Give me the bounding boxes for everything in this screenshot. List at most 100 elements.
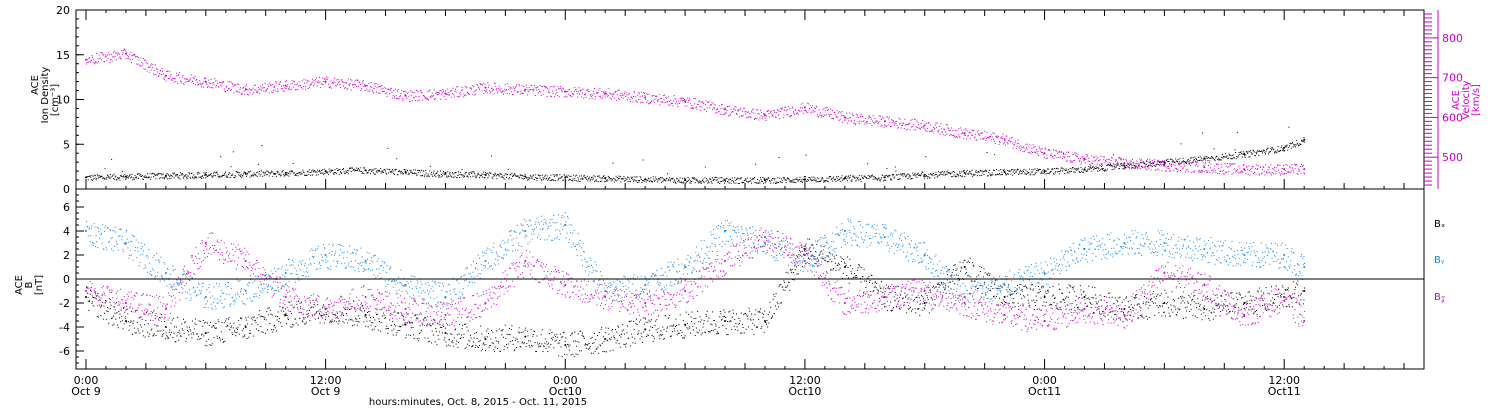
bottom-point xyxy=(287,317,289,319)
top-point xyxy=(362,79,364,81)
top-point xyxy=(794,109,796,111)
top-data-point xyxy=(923,173,926,176)
top-point xyxy=(821,114,823,116)
top-point xyxy=(1147,165,1149,167)
bottom-point xyxy=(229,322,231,324)
top-point xyxy=(730,108,732,110)
top-point xyxy=(925,156,927,158)
bottom-point xyxy=(474,347,476,348)
top-point xyxy=(611,94,613,96)
top-point xyxy=(1075,152,1077,154)
bottom-point xyxy=(260,326,262,328)
top-point xyxy=(139,174,141,176)
top-point xyxy=(544,174,546,176)
top-point xyxy=(1009,141,1011,143)
top-point xyxy=(1268,166,1269,168)
bottom-point xyxy=(102,318,104,320)
top-point xyxy=(761,111,763,113)
top-point xyxy=(922,126,924,128)
top-point xyxy=(288,175,290,177)
top-point xyxy=(469,172,471,174)
top-point xyxy=(202,86,204,88)
top-point xyxy=(818,109,820,111)
top-point xyxy=(943,171,945,173)
top-point xyxy=(1057,152,1059,154)
top-point xyxy=(265,90,267,91)
top-point xyxy=(634,179,636,181)
top-point xyxy=(342,169,344,171)
bottom-point xyxy=(194,322,196,324)
top-point xyxy=(566,176,568,178)
top-point xyxy=(827,109,829,110)
top-point xyxy=(937,171,939,173)
top-point xyxy=(875,120,877,122)
top-point xyxy=(820,180,822,182)
top-point xyxy=(92,179,93,181)
top-point xyxy=(1182,161,1184,163)
top-point xyxy=(137,173,139,175)
top-point xyxy=(1253,172,1255,174)
top-point xyxy=(440,98,442,100)
top-point xyxy=(1281,171,1283,172)
top-point xyxy=(983,174,985,176)
top-point xyxy=(534,95,536,96)
bottom-point xyxy=(214,328,216,330)
top-point xyxy=(553,180,555,181)
top-point xyxy=(418,170,420,171)
top-point xyxy=(371,86,373,88)
top-point xyxy=(763,113,764,114)
top-point xyxy=(672,177,674,179)
top-point xyxy=(510,178,512,180)
top-point xyxy=(870,176,872,178)
top-point xyxy=(1157,159,1159,161)
top-point xyxy=(524,90,526,92)
top-point xyxy=(409,169,411,171)
top-point xyxy=(800,180,802,182)
top-point xyxy=(1224,153,1226,155)
top-point xyxy=(1063,169,1065,171)
top-point xyxy=(741,115,743,117)
top-point xyxy=(285,173,287,175)
top-point xyxy=(1262,169,1263,171)
top-point xyxy=(895,170,897,172)
top-point xyxy=(207,175,208,177)
top-point xyxy=(465,172,467,174)
top-point xyxy=(202,82,204,84)
top-point xyxy=(1275,150,1277,152)
top-point xyxy=(621,178,623,180)
bottom-point xyxy=(483,344,485,346)
top-point xyxy=(871,124,873,126)
bottom-point xyxy=(222,338,223,340)
top-point xyxy=(1208,162,1210,164)
bottom-point xyxy=(201,334,202,336)
top-point xyxy=(289,171,291,173)
top-point xyxy=(975,139,977,141)
bottom-point xyxy=(314,314,316,316)
top-point xyxy=(618,97,619,99)
top-point xyxy=(1067,152,1069,153)
top-point xyxy=(567,174,569,176)
top-point xyxy=(861,176,863,178)
top-point xyxy=(671,178,673,180)
top-point xyxy=(810,107,812,108)
top-point xyxy=(283,175,285,177)
top-point xyxy=(198,83,200,85)
top-point xyxy=(1221,166,1223,168)
top-point xyxy=(1112,166,1114,168)
top-point xyxy=(635,100,637,102)
bottom-point xyxy=(156,325,158,327)
bottom-point xyxy=(506,334,508,335)
top-point xyxy=(259,88,261,90)
top-point xyxy=(994,142,996,144)
top-point xyxy=(500,90,501,92)
top-point xyxy=(1042,152,1044,153)
top-point xyxy=(864,123,866,125)
top-point xyxy=(247,173,249,175)
top-point xyxy=(309,84,311,86)
top-point xyxy=(1122,168,1124,169)
top-point xyxy=(1094,160,1096,162)
top-point xyxy=(257,171,259,173)
top-point xyxy=(1063,153,1065,155)
top-point xyxy=(549,180,551,182)
top-point xyxy=(368,169,370,171)
